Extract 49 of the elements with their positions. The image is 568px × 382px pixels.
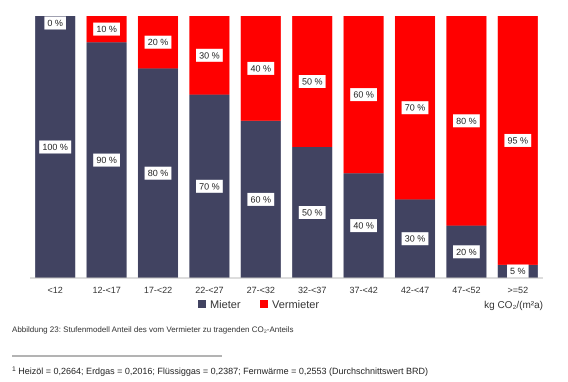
bar [240,16,281,121]
x-tick-label: 37-<42 [349,285,378,295]
data-label: 50 % [302,76,322,86]
data-label: 0 % [47,18,63,28]
x-tick-label: 12-<17 [92,285,121,295]
bar [35,16,76,278]
legend-label: Vermieter [272,299,320,311]
legend-label: Mieter [210,299,241,311]
data-label: 100 % [42,142,68,152]
bar [394,199,436,278]
x-tick-label: 17-<22 [144,285,172,295]
bar [292,16,332,147]
data-label: 60 % [353,90,374,100]
data-label: 70 % [404,102,426,113]
data-label: 20 % [456,246,477,257]
data-label: 50 % [302,208,322,218]
data-label: 5 % [510,266,526,276]
bar [292,147,332,278]
data-label: 95 % [508,135,528,146]
bar [138,68,178,278]
bar [344,173,384,278]
data-label: 10 % [96,24,117,34]
x-tick-label: >=52 [508,285,528,295]
data-label: 90 % [96,155,117,166]
text: Abbildung 23: Stufenmodell Anteil des vom Vermieter zu tragenden CO₂-Anteils [12,325,294,334]
data-label: 30 % [199,50,220,60]
bar [86,42,127,278]
x-tick-label: 22-<27 [195,285,224,295]
x-tick-label: 42-<47 [400,285,430,295]
bar [189,16,230,95]
x-tick-label: 27-<32 [246,285,275,295]
text: $^{1}$ Heizöl = 0,2664; Erdgas = 0,2016; Flüssiggas = 0,2387; Fernwärme = 0,2553 (Durchschnittswert BRD) [12,366,428,376]
bar [189,94,230,278]
data-label: 60 % [250,194,272,204]
data-label: 40 % [353,220,374,231]
bar [344,16,384,174]
bar [394,16,436,200]
data-label: 40 % [250,63,272,74]
data-label: 20 % [148,37,168,48]
bar [446,16,486,226]
x-tick-label: 32-<37 [298,285,326,295]
data-label: 70 % [199,181,220,192]
x-tick-label: 47-<52 [452,285,481,295]
bar [240,120,281,278]
data-label: 30 % [404,234,426,244]
x-axis-title: kg CO₂/(m²a) [484,300,543,311]
data-label: 80 % [456,116,477,126]
x-tick-label: <12 [48,285,63,295]
data-label: 80 % [148,168,168,178]
